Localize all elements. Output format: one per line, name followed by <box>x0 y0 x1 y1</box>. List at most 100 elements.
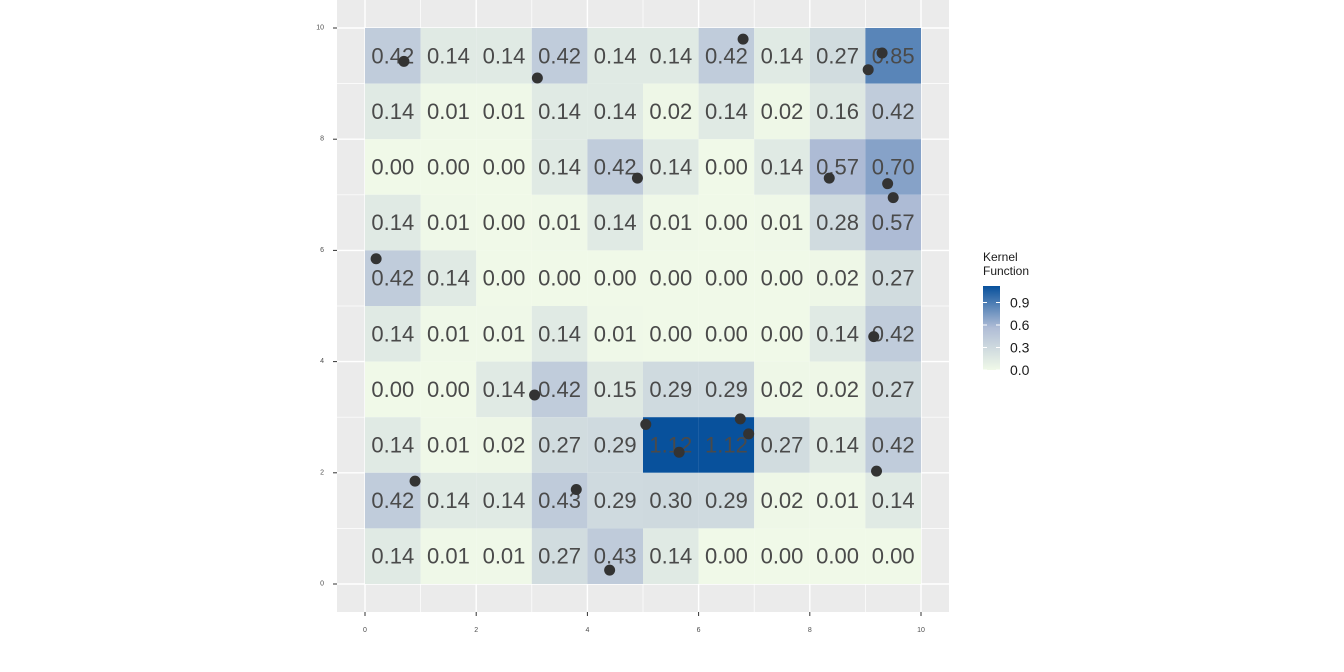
heatmap-cell <box>587 83 643 140</box>
heatmap-cell <box>754 306 810 362</box>
cell-value-label: 0.15 <box>594 377 637 402</box>
heatmap-cell <box>643 194 699 251</box>
cell-value-label: 0.16 <box>816 99 859 124</box>
cell-value-label: 0.14 <box>761 43 804 68</box>
cell-value-label: 0.00 <box>761 321 804 346</box>
cell-value-label: 0.29 <box>594 433 637 458</box>
cell-value-label: 0.01 <box>538 210 581 235</box>
cell-value-label: 0.00 <box>649 321 692 346</box>
heatmap-cell <box>754 472 810 529</box>
heatmap-cell <box>420 306 477 362</box>
data-point <box>868 331 880 343</box>
heatmap-cell <box>809 83 866 140</box>
data-point <box>370 253 382 265</box>
heatmap-cell <box>531 361 588 418</box>
heatmap-cell <box>476 361 532 418</box>
cell-value-label: 0.14 <box>649 544 692 569</box>
heatmap-cell <box>865 83 921 140</box>
heatmap-cell <box>476 306 532 362</box>
cell-value-label: 0.00 <box>705 321 748 346</box>
data-point <box>529 389 541 401</box>
cell-value-label: 1.12 <box>705 433 748 458</box>
cell-value-label: 0.29 <box>649 377 692 402</box>
cell-value-label: 0.27 <box>872 266 915 291</box>
data-point <box>398 55 410 67</box>
cell-value-label: 0.14 <box>483 377 526 402</box>
heatmap-cell <box>420 28 477 84</box>
heatmap-cell <box>643 250 699 306</box>
data-point <box>743 428 755 440</box>
data-point <box>871 465 883 477</box>
heatmap-cell <box>643 361 699 418</box>
heatmap-cell <box>754 194 810 251</box>
cell-value-label: 0.02 <box>816 266 859 291</box>
cell-value-label: 0.00 <box>538 266 581 291</box>
y-tick-label: 0 <box>320 581 324 588</box>
heatmap-cell <box>531 306 588 362</box>
heatmap-cell <box>865 528 921 584</box>
heatmap-cell <box>809 139 866 195</box>
heatmap-cell <box>587 472 643 529</box>
data-point <box>887 192 899 204</box>
data-point <box>640 418 652 430</box>
cell-value-label: 0.01 <box>761 210 804 235</box>
heatmap-cell <box>809 194 866 251</box>
heatmap-cell <box>698 361 755 418</box>
heatmap-cell <box>531 250 588 306</box>
cell-value-label: 0.14 <box>816 321 859 346</box>
x-axis: 0 2 4 6 8 10 <box>363 612 925 634</box>
cell-value-label: 0.42 <box>538 377 581 402</box>
heatmap-cell <box>587 139 643 195</box>
data-point <box>604 564 616 576</box>
cell-value-label: 0.14 <box>427 43 470 68</box>
heatmap-cell <box>754 417 810 473</box>
heatmap-cell <box>531 194 588 251</box>
data-point <box>882 178 894 190</box>
cell-value-label: 0.02 <box>649 99 692 124</box>
heatmap-cell <box>531 472 588 529</box>
cell-value-label: 0.00 <box>427 155 470 180</box>
heatmap-cell <box>809 361 866 418</box>
heatmap-cell <box>365 361 421 418</box>
legend-label: 0.6 <box>1010 317 1030 333</box>
cell-value-label: 0.14 <box>483 488 526 513</box>
heatmap-cell <box>531 139 588 195</box>
cell-value-label: 0.14 <box>427 266 470 291</box>
cell-value-label: 0.14 <box>427 488 470 513</box>
heatmap-cell <box>643 417 699 473</box>
heatmap-cell <box>365 139 421 195</box>
cell-value-label: 0.00 <box>483 266 526 291</box>
heatmap-cell <box>365 83 421 140</box>
cell-value-label: 0.42 <box>371 266 414 291</box>
heatmap-cell <box>698 306 755 362</box>
heatmap-cell <box>420 417 477 473</box>
heatmap-cell <box>476 83 532 140</box>
data-point <box>862 64 874 76</box>
y-tick-label: 10 <box>316 25 324 32</box>
legend-title-line-1: Kernel <box>983 250 1018 264</box>
legend-label: 0.3 <box>1010 340 1030 356</box>
heatmap-cell <box>754 250 810 306</box>
cell-value-label: 0.27 <box>761 433 804 458</box>
cell-value-label: 0.01 <box>427 544 470 569</box>
x-tick-label: 8 <box>808 627 812 634</box>
cell-value-label: 0.14 <box>538 321 581 346</box>
cell-value-label: 0.01 <box>483 99 526 124</box>
heatmap-cell <box>698 528 755 584</box>
cell-value-label: 0.42 <box>371 488 414 513</box>
cell-value-label: 0.14 <box>761 155 804 180</box>
cell-value-label: 0.42 <box>705 43 748 68</box>
cell-value-label: 0.00 <box>761 544 804 569</box>
heatmap-cell <box>865 28 921 84</box>
heatmap-cell <box>476 194 532 251</box>
heatmap-cell <box>476 472 532 529</box>
heatmap-cell <box>420 528 477 584</box>
cell-value-label: 0.02 <box>761 377 804 402</box>
heatmap-cell <box>643 139 699 195</box>
heatmap-cell <box>531 417 588 473</box>
heatmap-cell <box>476 417 532 473</box>
cell-value-label: 0.00 <box>705 266 748 291</box>
heatmap-cell <box>365 194 421 251</box>
cell-value-label: 0.14 <box>371 433 414 458</box>
cell-value-label: 0.02 <box>761 99 804 124</box>
